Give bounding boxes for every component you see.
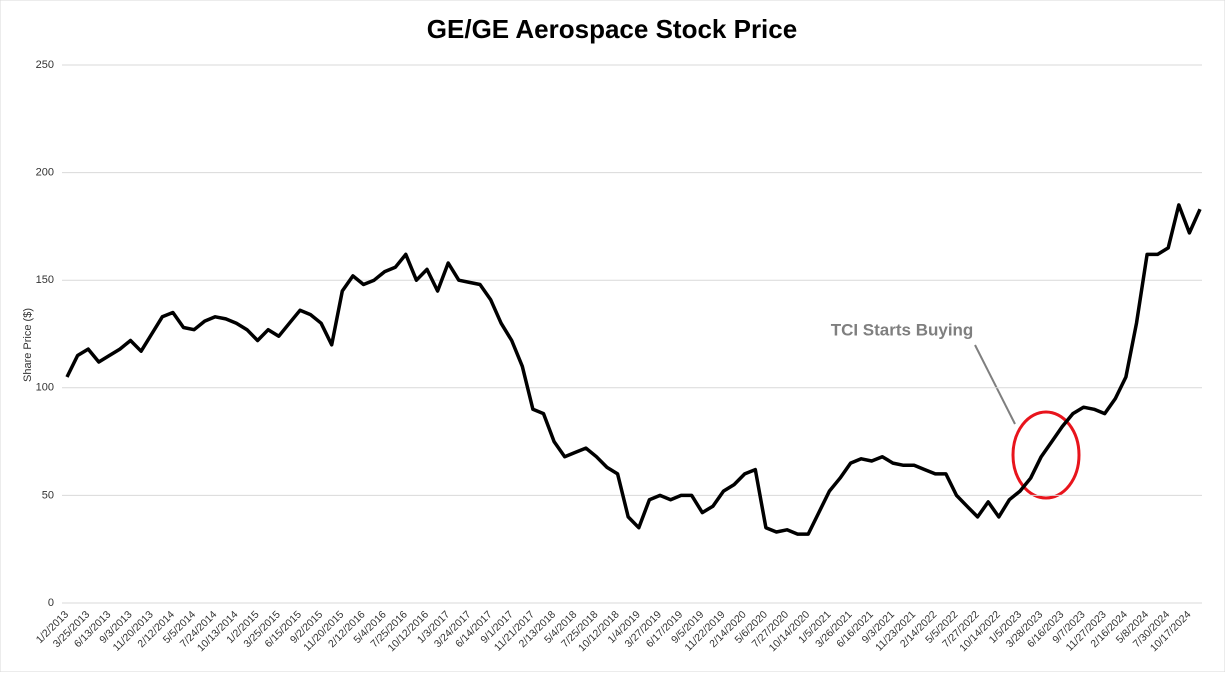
y-tick-label: 0	[48, 597, 54, 609]
highlight-circle	[1011, 410, 1081, 500]
y-axis-label: Share Price ($)	[22, 308, 34, 382]
annotation-arrow	[974, 344, 1016, 425]
chart-title: GE/GE Aerospace Stock Price	[427, 14, 797, 44]
y-tick-label: 50	[42, 489, 54, 501]
y-tick-label: 150	[36, 274, 54, 286]
y-tick-label: 250	[36, 59, 54, 71]
price-line	[65, 203, 1202, 536]
y-tick-label: 200	[36, 167, 54, 179]
annotation: TCI Starts Buying	[831, 320, 974, 339]
y-tick-label: 100	[36, 382, 54, 394]
